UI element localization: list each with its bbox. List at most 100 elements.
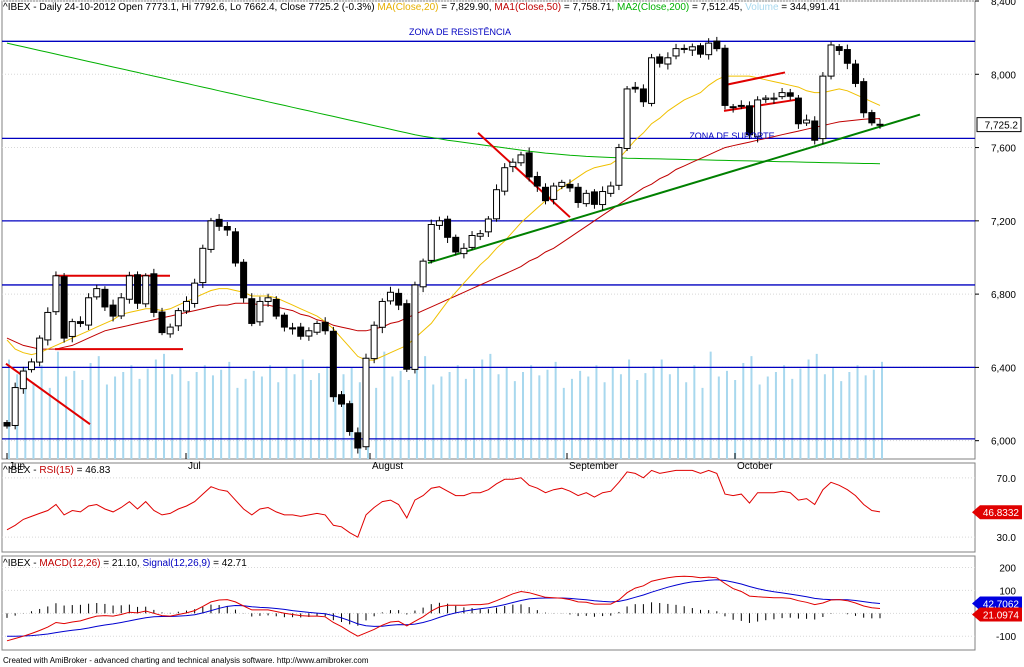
candle-body (142, 275, 150, 305)
candle-body (745, 105, 753, 136)
candle-body (525, 152, 533, 178)
trendline-red-august (477, 132, 571, 218)
candle-body (533, 176, 541, 187)
candle-body (60, 276, 68, 339)
signal-label: Signal(12,26,9) (142, 558, 211, 569)
ma50-value: = 7,758.71, (561, 2, 615, 13)
macd-label: MACD(12,26) (39, 558, 101, 569)
candle-body (762, 97, 770, 100)
candle-body (378, 300, 386, 328)
candle-body (656, 56, 664, 64)
candle-body (27, 361, 35, 371)
candle-body (843, 49, 851, 64)
candle-body (280, 314, 288, 328)
rsi-y-tick-label: 70.0 (997, 474, 1017, 485)
macd-y-tick-label: 100 (999, 586, 1016, 597)
candle-body (354, 432, 362, 449)
candle-body (615, 147, 623, 186)
candle-body (688, 46, 696, 51)
macd-last-value-tag (972, 607, 1022, 622)
candle-body (68, 321, 76, 337)
candle-body (468, 234, 476, 248)
candle-body (599, 191, 607, 206)
candle-body (680, 47, 688, 50)
support-zone-label: ZONA DE SUPORTE (689, 131, 774, 141)
signal-value: = 42.71 (210, 558, 247, 569)
rsi-y-tick-label: 30.0 (997, 533, 1017, 544)
macd-value: = 21.10, (100, 558, 143, 569)
macd-y-tick-label: 200 (999, 563, 1016, 574)
candle-body (321, 321, 329, 332)
candle-body (566, 183, 574, 189)
rsi-line (6, 469, 881, 538)
candle-body (256, 300, 264, 323)
ma50-label: MA1(Close,50) (494, 2, 562, 13)
candle-body (370, 324, 378, 360)
candle-body (199, 247, 207, 284)
candle-body (272, 298, 280, 317)
candle-body (819, 75, 827, 140)
candle-body (435, 220, 443, 226)
candle-body (85, 297, 93, 326)
main-y-tick-label: 7,200 (991, 217, 1016, 228)
candle-body (346, 403, 354, 433)
candle-body (574, 186, 582, 204)
candle-body (697, 45, 705, 55)
candle-body (541, 186, 549, 202)
candle-body (631, 86, 639, 90)
ma200-label: MA2(Close,200) (617, 2, 690, 13)
candle-body (362, 357, 370, 448)
candle-body (174, 310, 182, 327)
candle-body (672, 48, 680, 57)
ma50-line (6, 118, 881, 350)
symbol-line: ^IBEX - Daily 24-10-2012 Open 7773.1, Hi… (3, 2, 375, 13)
candle-body (125, 275, 133, 300)
candle-body (811, 120, 819, 141)
candle-body (427, 224, 435, 261)
signal-line (7, 579, 881, 637)
rsi-last-value-text: 46.8332 (983, 508, 1020, 519)
candle-body (313, 322, 321, 333)
ma20-value: = 7,829.90, (438, 2, 492, 13)
support-trendline (427, 113, 921, 264)
candle-body (411, 284, 419, 370)
candle-body (44, 311, 52, 341)
rsi-panel-header: ^IBEX - RSI(15) = 46.83 (3, 465, 110, 476)
candle-body (19, 370, 27, 390)
candle-body (868, 112, 876, 124)
candle-body (166, 326, 174, 335)
candle-body (803, 119, 811, 124)
candle-body (778, 92, 786, 98)
candle-body (117, 297, 125, 317)
candle-body (329, 330, 337, 398)
candle-body (231, 231, 239, 264)
candle-body (623, 88, 631, 149)
last-price-text: 7,725.2 (985, 121, 1019, 132)
ma200-value: = 7,512.45, (689, 2, 743, 13)
ma200-line (6, 42, 881, 165)
candle-body (794, 97, 802, 125)
signal-last-value-text: 42.7062 (983, 600, 1020, 611)
volume-label: Volume (745, 2, 779, 13)
ma20-label: MA(Close,20) (377, 2, 439, 13)
candle-body (721, 47, 729, 106)
candle-body (852, 63, 860, 84)
candle-body (476, 233, 484, 237)
candle-body (509, 161, 517, 168)
rsi-prefix: ^IBEX - (3, 465, 40, 476)
main-y-tick-label: 6,000 (991, 437, 1016, 448)
candle-body (835, 46, 843, 51)
candle-body (827, 44, 835, 77)
candle-body (191, 282, 199, 304)
candle-body (134, 274, 142, 304)
main-y-tick-label: 6,400 (991, 363, 1016, 374)
candle-body (223, 226, 231, 231)
candle-body (215, 218, 223, 227)
candle-body (36, 337, 44, 363)
macd-prefix: ^IBEX - (3, 558, 40, 569)
candle-body (297, 326, 305, 337)
main-y-tick-label: 8,400 (991, 0, 1016, 8)
x-tick-label: September (569, 461, 619, 472)
wedge-top-line (723, 71, 786, 87)
